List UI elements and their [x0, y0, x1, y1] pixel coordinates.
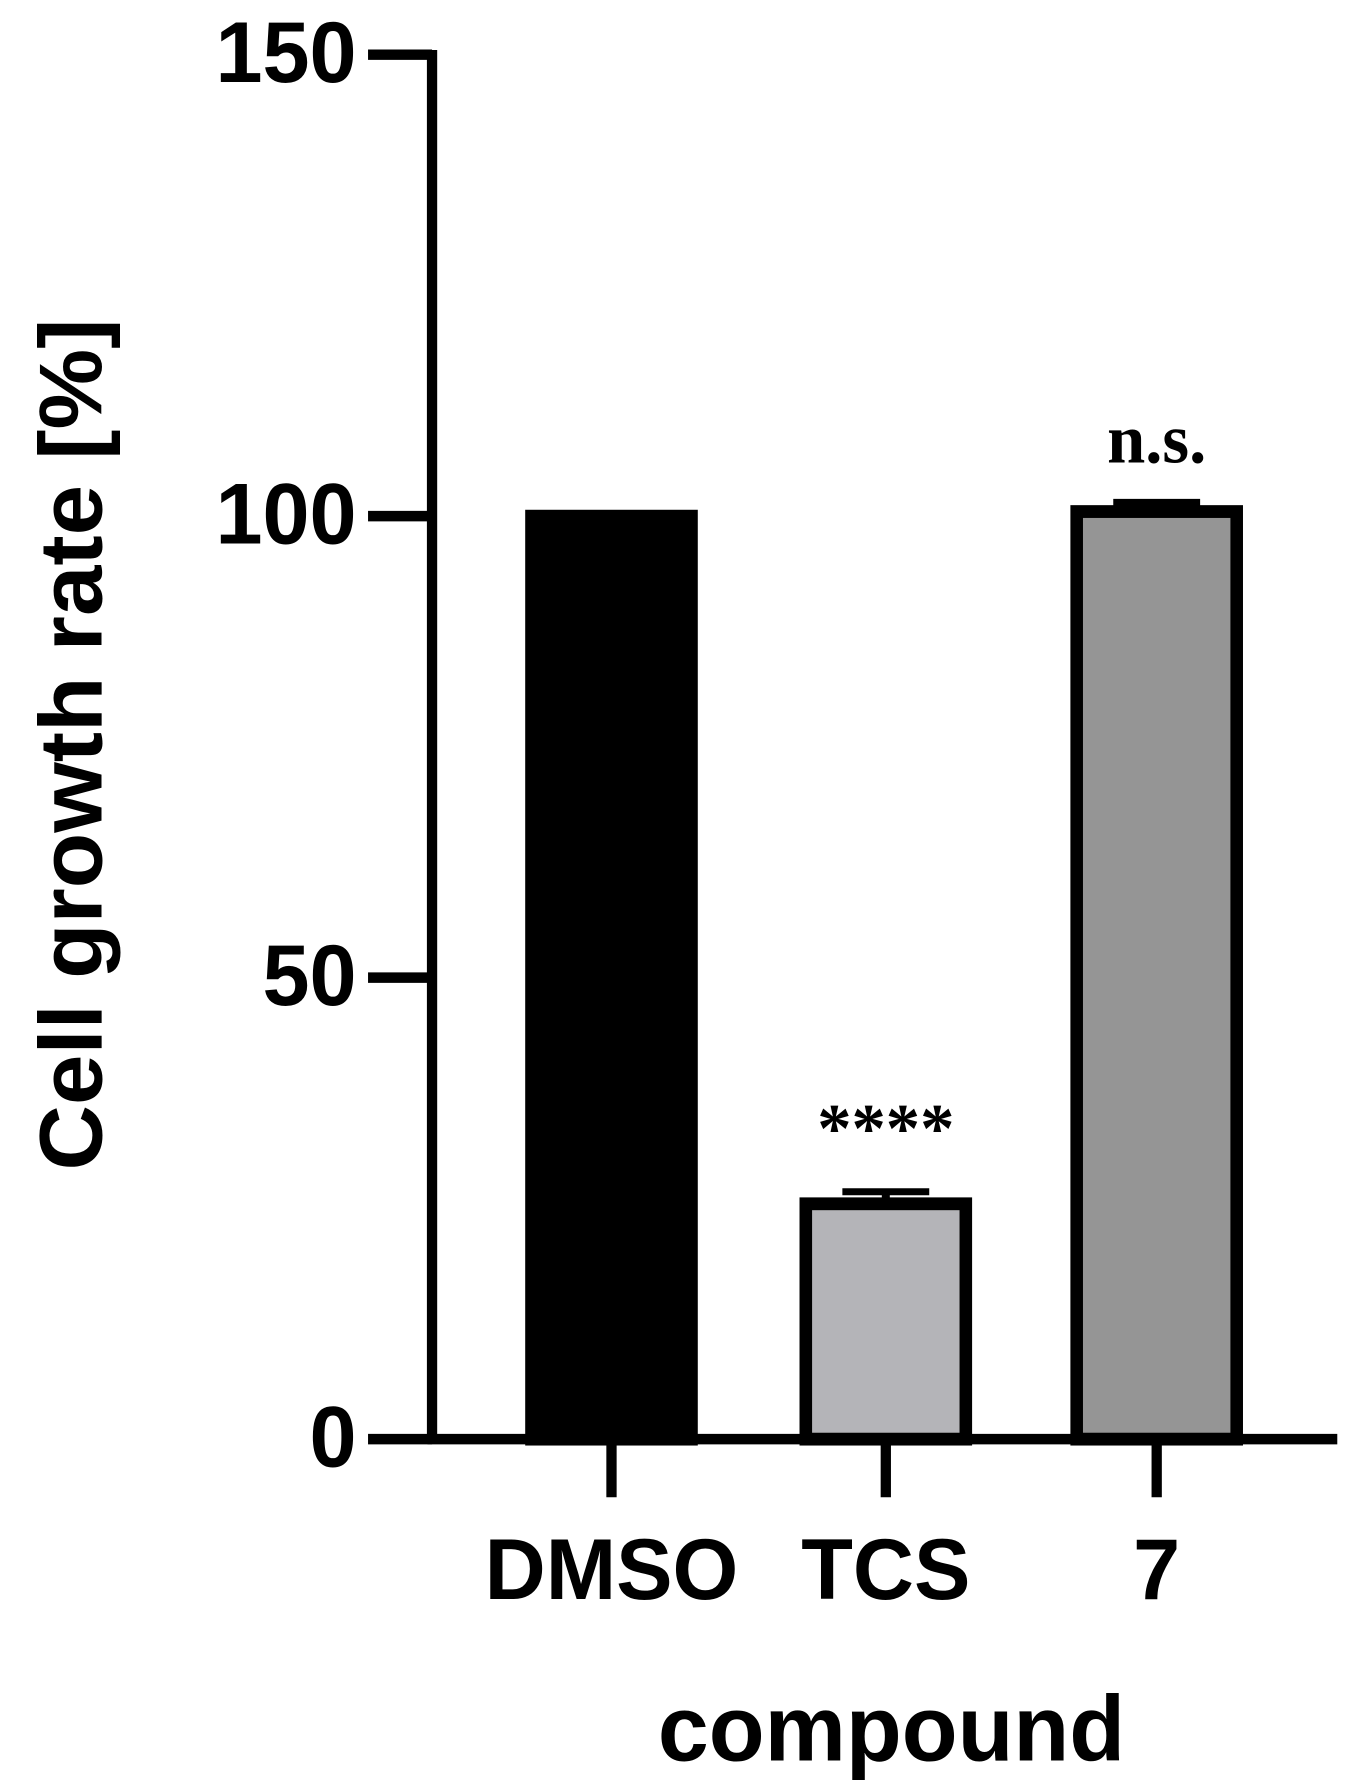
y-tick-label: 0 [310, 1390, 357, 1486]
annotation: n.s. [1107, 400, 1206, 478]
y-tick-label: 100 [216, 467, 357, 563]
y-tick-label: 50 [263, 928, 357, 1024]
bar [799, 1197, 973, 1446]
x-tick-label: 7 [1133, 1522, 1180, 1618]
x-tick-label: DMSO [485, 1522, 739, 1618]
y-tick-label: 150 [216, 5, 357, 101]
x-axis-label: compound [658, 1676, 1125, 1781]
annotation: **** [817, 1089, 954, 1167]
bar [1070, 505, 1243, 1446]
bar [525, 509, 698, 1446]
y-axis-label: Cell growth rate [%] [22, 319, 121, 1171]
x-tick-label: TCS [801, 1522, 970, 1618]
